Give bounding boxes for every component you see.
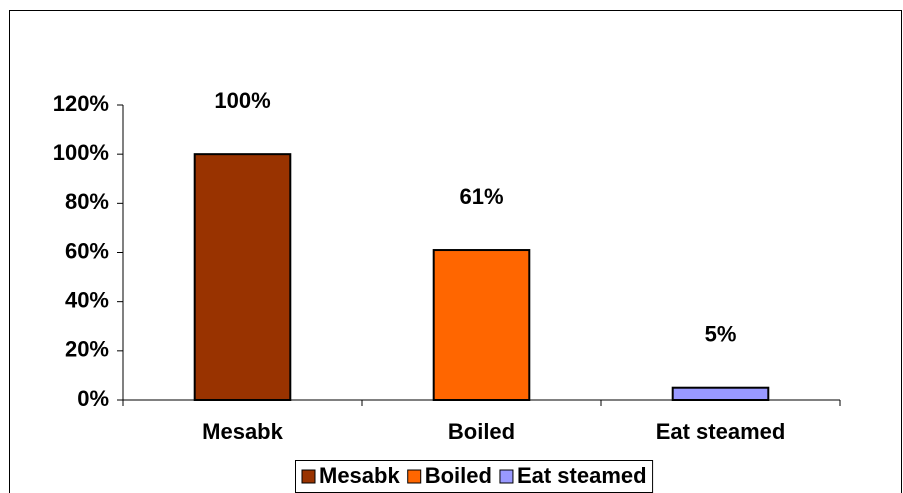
legend-box <box>295 460 654 493</box>
bar <box>193 153 292 401</box>
y-tick-label: 80% <box>65 189 109 214</box>
x-tick-label: Boiled <box>448 419 515 444</box>
legend-label: Eat steamed <box>517 463 647 488</box>
bar <box>671 386 770 402</box>
value-label: 5% <box>705 322 737 347</box>
y-tick-label: 0% <box>77 386 109 411</box>
value-label: 61% <box>459 184 503 209</box>
y-tick-label: 20% <box>65 337 109 362</box>
legend-swatch <box>407 469 422 484</box>
legend-label: Boiled <box>425 463 492 488</box>
legend-label: Mesabk <box>319 463 400 488</box>
x-tick-label: Eat steamed <box>656 419 786 444</box>
y-tick-label: 120% <box>53 91 109 116</box>
legend-swatch <box>301 469 316 484</box>
y-tick-label: 100% <box>53 140 109 165</box>
x-tick-label: Mesabk <box>202 419 283 444</box>
y-tick-label: 60% <box>65 238 109 263</box>
y-tick-label: 40% <box>65 287 109 312</box>
legend-swatch <box>499 469 514 484</box>
bar <box>432 249 531 401</box>
value-label: 100% <box>214 88 270 113</box>
